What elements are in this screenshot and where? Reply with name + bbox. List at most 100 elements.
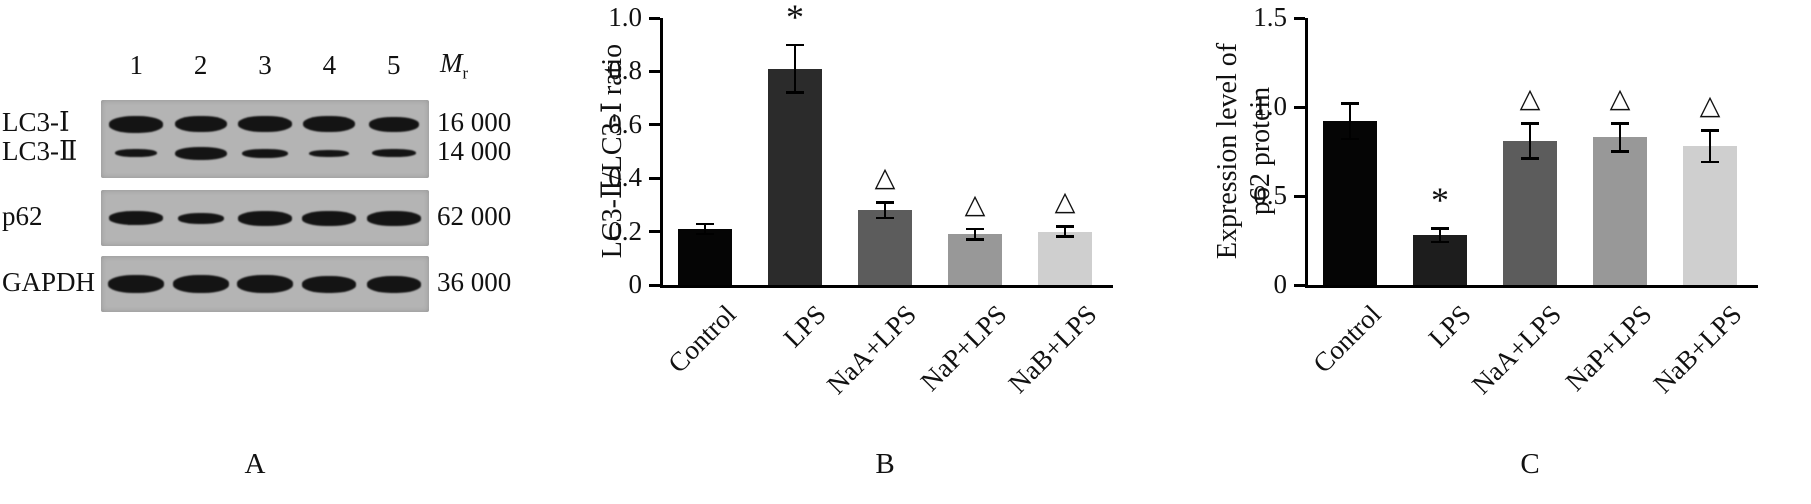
y-tick-label: 1.0 [1253,91,1287,121]
panel-b-bar-chart: LC3-Ⅱ/LC3-Ⅰ ratio B 0 0.2 0.4 0.6 0.8 1.0 Cont… [585,0,1185,504]
molecular-weight-value: 16 000 [437,107,512,137]
y-tick-label: 0.8 [608,55,642,86]
y-tick-mark [1294,105,1305,109]
blot-band [174,116,227,132]
error-bar-cap-bottom [786,91,804,94]
error-bar-cap-bottom [1521,157,1539,160]
significance-marker: △ [1609,83,1631,114]
lane-number: 5 [387,50,401,80]
panel-label-c: C [1520,448,1540,480]
y-tick-label: 0.4 [608,162,642,193]
molecular-weight-header: Mr [440,48,468,83]
molecular-weight-value: 14 000 [437,136,512,166]
error-bar-cap-bottom [1431,240,1449,244]
blot-band [109,115,164,133]
y-tick-mark [649,176,660,180]
error-bar-line [1708,130,1712,163]
error-bar-cap-top [1341,102,1359,105]
error-bar-line [1528,123,1532,159]
error-bar-cap-bottom [1056,235,1074,238]
x-axis-label: NaP+LPS [914,299,1013,397]
error-bar-cap-top [1056,225,1074,228]
x-axis-label: Control [662,299,743,379]
mr-subscript: r [462,63,469,83]
blot-band [368,116,419,132]
blot-band [366,210,421,226]
y-tick-mark [649,123,660,127]
error-bar-line [1063,226,1067,237]
y-tick-mark [649,230,660,234]
significance-marker: * [786,0,804,37]
panel-label-b: B [875,448,895,480]
blot-band [303,116,356,132]
significance-marker: △ [964,188,986,219]
blot-band [108,275,165,293]
lane-number: 3 [258,50,272,80]
bar-naa-lps [1503,140,1557,285]
x-axis-label: NaA+LPS [821,299,923,400]
lane-number: 1 [129,50,143,80]
significance-marker: △ [874,162,896,193]
plot-area [660,18,1113,288]
y-tick-label: 1.5 [1253,2,1287,32]
x-axis-label: NaA+LPS [1466,299,1568,400]
blot-band [172,275,229,293]
bar-lps [1413,235,1467,285]
blot-band [177,212,224,224]
y-tick-mark [649,283,660,287]
protein-label: LC3-Ⅱ [2,136,78,166]
blot-band [237,275,293,293]
significance-marker: △ [1054,186,1076,217]
significance-marker: △ [1519,83,1541,114]
x-axis-label: NaB+LPS [1647,299,1748,399]
x-axis-label: LPS [1423,299,1478,354]
y-tick-label: 0 [1273,269,1288,299]
error-bar-cap-bottom [966,238,984,241]
x-axis-label: NaP+LPS [1559,299,1658,397]
panel-c-bar-chart: Expression level of p62 protein C 0 0.5 1.… [1210,0,1810,504]
bar-nap-lps [948,234,1002,285]
error-bar-cap-top [786,43,804,47]
bar-lps [768,68,822,285]
y-tick-mark [1294,16,1305,20]
error-bar-cap-bottom [1701,160,1719,164]
blot-band [302,210,357,226]
y-tick-label: 0.2 [608,215,642,246]
error-bar-line [973,228,977,240]
significance-marker: * [1431,180,1449,221]
error-bar-line [1438,228,1442,243]
bar-nab-lps [1038,231,1092,285]
significance-marker: △ [1699,90,1721,121]
blot-band [302,275,357,293]
blot-band [109,211,164,225]
error-bar-line [1348,103,1352,140]
y-tick-mark [649,69,660,73]
blot-band [238,116,292,132]
blot-band [174,146,227,160]
error-bar-cap-top [966,227,984,231]
y-tick-label: 0.6 [608,108,642,139]
mr-symbol: M [440,48,463,78]
error-bar-line [883,202,887,219]
y-tick-label: 1.0 [608,2,642,32]
blot-band [242,148,288,158]
plot-area [1305,18,1758,288]
bar-nap-lps [1593,137,1647,285]
panel-a-western-blot: Mr A 1 2 3 4 5 LC3-Ⅰ 16 000 LC3-Ⅱ 14 000 p62 62 00… [0,0,585,504]
molecular-weight-value: 36 000 [437,267,512,297]
blot-band [371,149,416,157]
y-tick-label: 0 [628,269,643,299]
blot-band [366,275,421,293]
bar-naa-lps [858,210,912,285]
protein-label: p62 [2,201,43,231]
error-bar-cap-bottom [1611,150,1629,153]
blot-band [309,149,350,157]
bar-control [1323,121,1377,285]
molecular-weight-value: 62 000 [437,201,512,231]
y-tick-mark [1294,283,1305,287]
y-tick-label: 0.5 [1253,180,1287,210]
bar-nab-lps [1683,146,1737,285]
error-bar-cap-bottom [1341,137,1359,141]
bar-control [678,228,732,285]
